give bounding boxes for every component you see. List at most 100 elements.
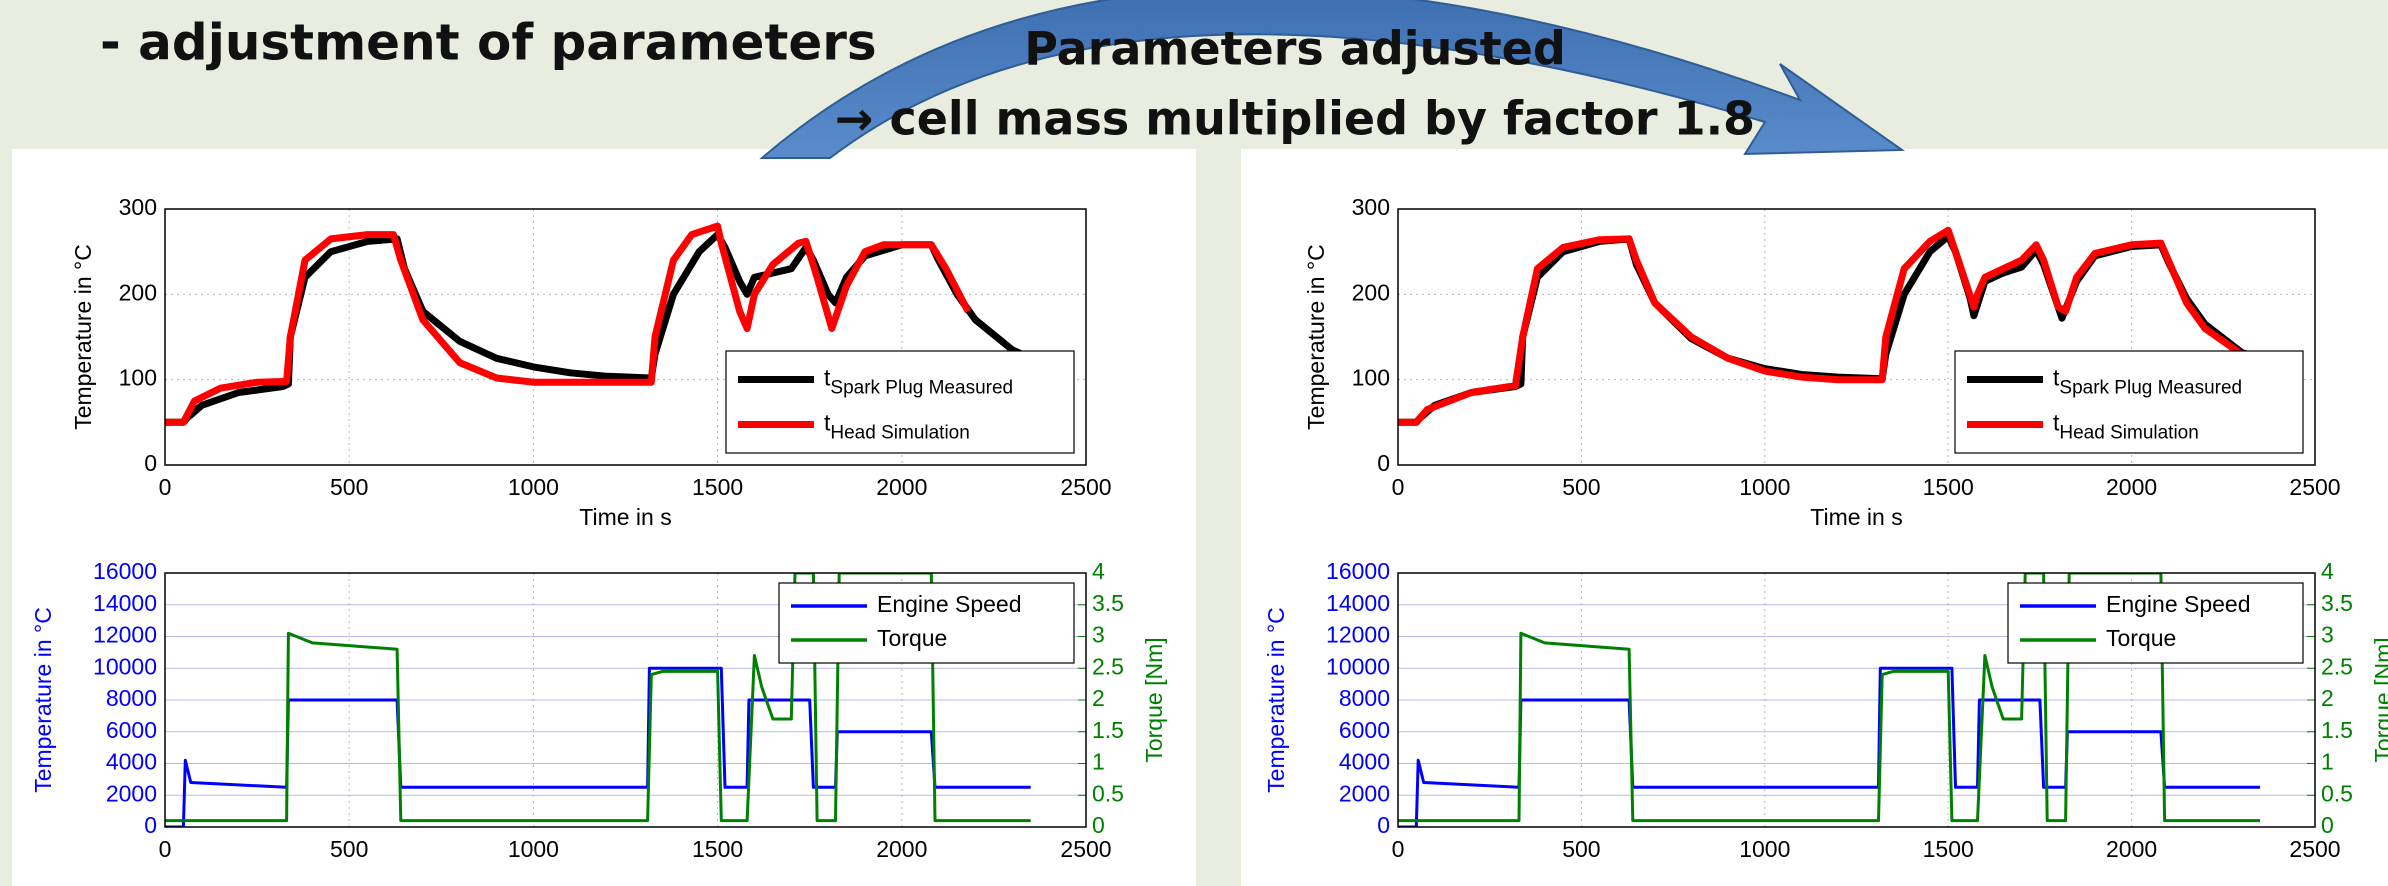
y2-tick-label: 1.5: [1092, 717, 1124, 743]
y2-tick-label: 4: [1092, 558, 1105, 584]
y2-tick-label: 1.5: [2321, 717, 2353, 743]
legend-label: tSpark Plug Measured: [2053, 365, 2242, 399]
legend-subscript: Head Simulation: [830, 423, 969, 444]
x-tick-label: 2500: [1060, 836, 1111, 862]
axes-frame: [164, 572, 1087, 828]
legend-label: tHead Simulation: [824, 410, 970, 444]
x-tick-label: 1500: [692, 474, 743, 500]
y2-tick-label: 0: [1092, 812, 1105, 838]
x-tick-label: 2000: [2106, 836, 2157, 862]
y-axis-label: Temperature in °C: [1303, 244, 1329, 430]
legend-box: [1954, 350, 2304, 454]
x-tick-label: 0: [159, 836, 172, 862]
y-tick-label: 0: [144, 812, 157, 838]
axes-frame: [1397, 208, 2316, 466]
charts: 0 500 1000 1500 2000 25000100200300Temperatur…: [30, 194, 2388, 862]
x-tick-label: 0: [1392, 836, 1405, 862]
y-axis-label: Temperature in °C: [1263, 607, 1289, 793]
legend-label: tSpark Plug Measured: [824, 365, 1013, 399]
y2-tick-label: 2: [1092, 685, 1105, 711]
y-tick-label: 0: [144, 450, 157, 476]
y2-tick-label: 2: [2321, 685, 2334, 711]
x-tick-label: 1500: [1923, 836, 1974, 862]
y2-axis-label: Torque [Nm]: [2370, 637, 2388, 762]
legend-name: t: [824, 365, 831, 391]
y-tick-label: 16000: [93, 558, 157, 584]
y2-tick-label: 4: [2321, 558, 2334, 584]
y2-tick-label: 2.5: [2321, 653, 2353, 679]
y-tick-label: 0: [1377, 450, 1390, 476]
legend-name: Torque: [877, 625, 947, 651]
x-axis-label: Time in s: [579, 504, 671, 530]
x-tick-label: 1500: [1923, 474, 1974, 500]
y2-tick-label: 0.5: [2321, 780, 2353, 806]
legend-label: Engine Speed: [2106, 591, 2251, 617]
y-tick-label: 8000: [1339, 685, 1390, 711]
y2-tick-label: 3.5: [1092, 590, 1124, 616]
legend-box: [778, 582, 1075, 664]
x-tick-label: 2000: [876, 474, 927, 500]
y-tick-label: 14000: [93, 590, 157, 616]
y-tick-label: 16000: [1326, 558, 1390, 584]
legend-name: Engine Speed: [877, 591, 1022, 617]
y-tick-label: 200: [1352, 279, 1390, 305]
legend-label: Engine Speed: [877, 591, 1022, 617]
axes-frame: [164, 208, 1087, 466]
y-tick-label: 4000: [106, 749, 157, 775]
x-tick-label: 0: [1392, 474, 1405, 500]
legend-subscript: Head Simulation: [2059, 423, 2198, 444]
series-line: [165, 222, 972, 426]
y-tick-label: 6000: [1339, 717, 1390, 743]
legend-box: [2007, 582, 2304, 664]
series-line: [165, 573, 1031, 823]
y-tick-label: 10000: [93, 653, 157, 679]
note-line: → cell mass multiplied by factor 1.8: [835, 92, 1755, 146]
y-tick-label: 200: [119, 279, 157, 305]
legend-name: t: [824, 410, 831, 436]
y-tick-label: 300: [119, 194, 157, 220]
x-tick-label: 1000: [1739, 474, 1790, 500]
x-tick-label: 2000: [876, 836, 927, 862]
y2-tick-label: 1: [2321, 749, 2334, 775]
x-tick-label: 500: [1562, 836, 1600, 862]
axes-frame: [1397, 572, 2316, 828]
legend-box: [725, 350, 1075, 454]
x-tick-label: 1000: [1739, 836, 1790, 862]
y-tick-label: 12000: [1326, 622, 1390, 648]
heading: - adjustment of parameters: [100, 14, 877, 72]
y-tick-label: 300: [1352, 194, 1390, 220]
legend-label: Torque: [2106, 625, 2176, 651]
x-tick-label: 2500: [2289, 474, 2340, 500]
legend-subscript: Spark Plug Measured: [830, 378, 1013, 399]
y2-axis-label: Torque [Nm]: [1141, 637, 1167, 762]
chart: 0 500 1000 1500 2000 250002000400060008000100…: [30, 558, 1167, 862]
y2-tick-label: 3: [1092, 622, 1105, 648]
x-tick-label: 500: [1562, 474, 1600, 500]
y2-tick-label: 2.5: [1092, 653, 1124, 679]
x-tick-label: 2000: [2106, 474, 2157, 500]
series-line: [1398, 573, 2260, 823]
x-tick-label: 1000: [508, 474, 559, 500]
y2-tick-label: 3.5: [2321, 590, 2353, 616]
x-tick-label: 2500: [1060, 474, 1111, 500]
y-tick-label: 12000: [93, 622, 157, 648]
legend-name: t: [2053, 410, 2060, 436]
legend-name: t: [2053, 365, 2060, 391]
legend-label: tHead Simulation: [2053, 410, 2199, 444]
curved-arrow: [759, 0, 1906, 159]
y-tick-label: 100: [119, 365, 157, 391]
y2-tick-label: 1: [1092, 749, 1105, 775]
chart: 0 500 1000 1500 2000 2500 0 100 200 300 Temperatur…: [70, 194, 1112, 530]
y2-tick-label: 3: [2321, 622, 2334, 648]
y2-tick-label: 0: [2321, 812, 2334, 838]
y-axis-label: Temperature in °C: [70, 244, 96, 430]
legend-name: Engine Speed: [2106, 591, 2251, 617]
y-tick-label: 14000: [1326, 590, 1390, 616]
y-tick-label: 4000: [1339, 749, 1390, 775]
y2-tick-label: 0.5: [1092, 780, 1124, 806]
note-line: Parameters adjusted: [1024, 22, 1566, 76]
x-tick-label: 500: [330, 474, 368, 500]
x-tick-label: 1000: [508, 836, 559, 862]
